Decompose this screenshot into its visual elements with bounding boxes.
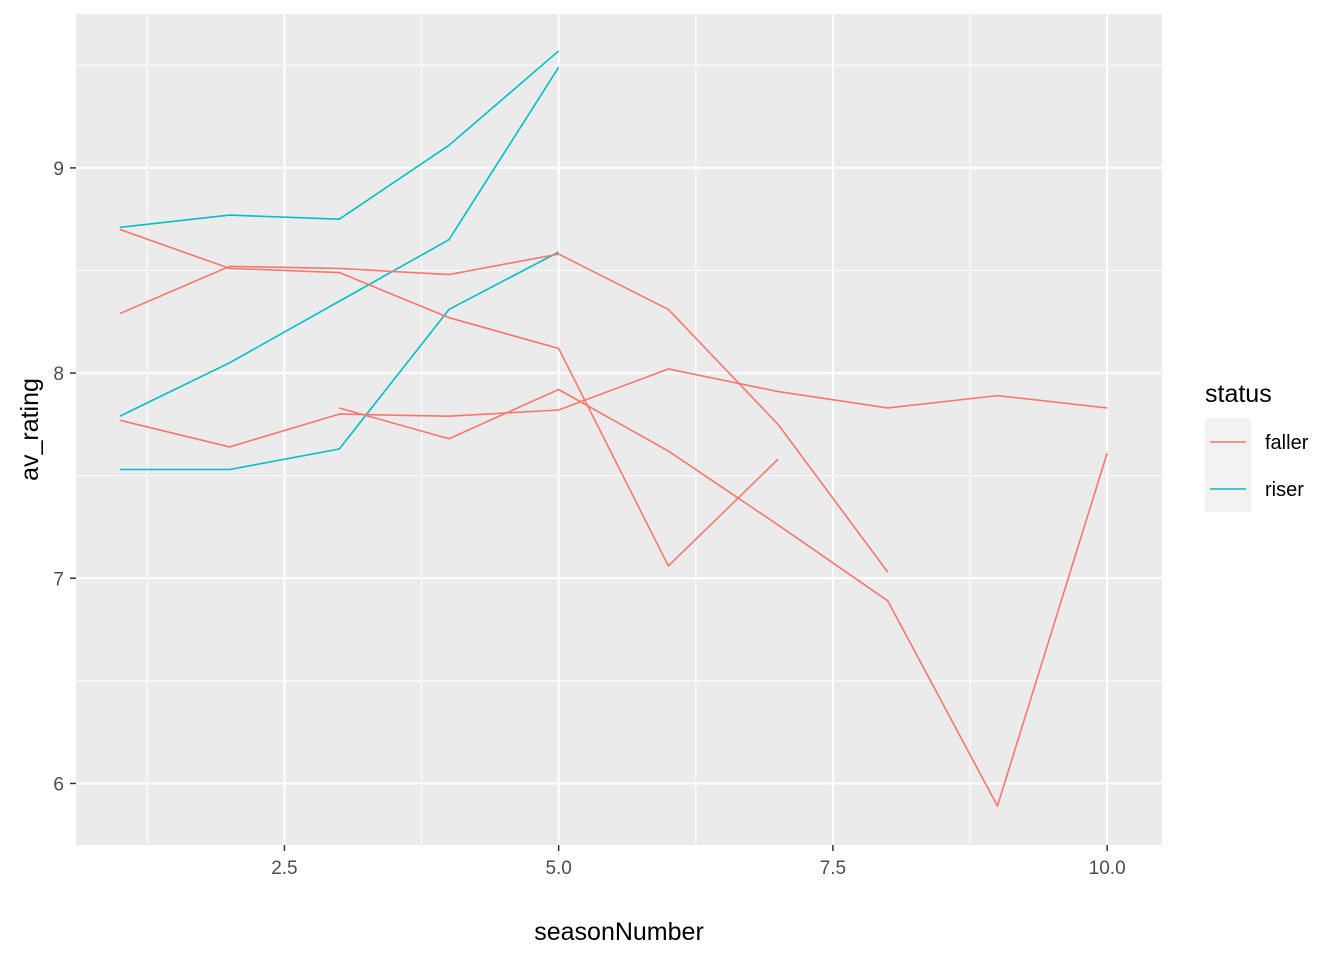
x-axis-title: seasonNumber	[534, 918, 704, 946]
series-line-faller-7	[339, 388, 1108, 807]
x-tick-label: 10.0	[1089, 858, 1126, 879]
legend-items: faller riser	[1210, 432, 1309, 501]
y-axis: 6 7 8 9	[53, 159, 76, 795]
series-line-riser-1	[119, 50, 560, 229]
minor-gridlines	[76, 14, 1162, 845]
legend-keys-background	[1205, 418, 1251, 512]
legend-title: status	[1205, 380, 1272, 408]
plot-panel	[76, 14, 1162, 845]
y-tick-label: 7	[53, 569, 64, 590]
y-axis-title: av_rating	[16, 378, 44, 481]
x-tick-label: 7.5	[820, 858, 846, 879]
series-line-riser-2	[119, 66, 560, 417]
major-gridlines	[76, 14, 1162, 845]
series-line-faller-6	[119, 368, 1108, 448]
legend-label-faller: faller	[1265, 432, 1309, 454]
series-line-faller-5	[119, 253, 889, 573]
legend-label-riser: riser	[1265, 479, 1304, 501]
series-lines	[119, 50, 1108, 807]
x-axis: 2.5 5.0 7.5 10.0	[271, 845, 1126, 879]
x-tick-label: 2.5	[271, 858, 297, 879]
y-tick-label: 6	[53, 774, 64, 795]
series-line-faller-4	[119, 228, 779, 567]
x-tick-label: 5.0	[545, 858, 571, 879]
y-tick-label: 9	[53, 159, 64, 180]
legend: status faller riser	[1205, 380, 1309, 512]
series-line-riser-3	[119, 251, 560, 471]
y-tick-label: 8	[53, 364, 64, 385]
